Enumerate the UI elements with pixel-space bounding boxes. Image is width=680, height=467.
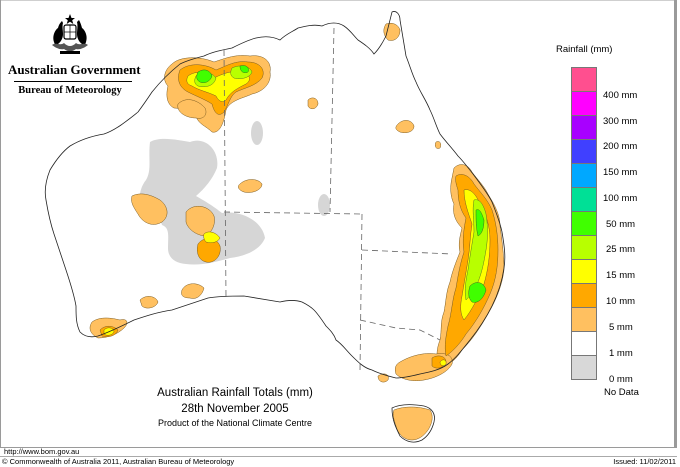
legend-label: 100 mm bbox=[603, 193, 638, 204]
legend-label: 1 mm bbox=[609, 348, 633, 359]
legend-label: 25 mm bbox=[606, 244, 636, 255]
australia-rainfall-map bbox=[44, 11, 506, 443]
rainfall-1-5mm bbox=[89, 23, 505, 441]
map-title: Australian Rainfall Totals (mm) bbox=[157, 387, 313, 399]
legend-swatch-15-25 bbox=[571, 235, 597, 260]
legend-swatch-300-400 bbox=[571, 91, 597, 116]
legend-swatch-1-5 bbox=[571, 307, 597, 332]
footer-divider bbox=[0, 456, 677, 457]
legend-swatch-0-1 bbox=[571, 331, 597, 356]
legend-swatch-no-data bbox=[571, 355, 597, 380]
legend-label: 0 mm bbox=[609, 374, 633, 385]
frame-left-border bbox=[0, 0, 1, 448]
map-product: Product of the National Climate Centre bbox=[157, 418, 313, 428]
government-logo: Australian Government Bureau of Meteorol… bbox=[8, 8, 141, 98]
legend-label: 5 mm bbox=[609, 322, 633, 333]
legend-swatch-10-15 bbox=[571, 259, 597, 284]
rainfall-15-25mm bbox=[194, 65, 488, 301]
legend-label: 400 mm bbox=[603, 90, 638, 101]
map-title-block: Australian Rainfall Totals (mm) 28th Nov… bbox=[140, 385, 330, 430]
legend-label: 300 mm bbox=[603, 116, 638, 127]
legend-label: 10 mm bbox=[606, 296, 636, 307]
state-borders bbox=[223, 27, 453, 371]
frame-top-border bbox=[0, 0, 677, 1]
legend-no-data-label: No Data bbox=[604, 387, 639, 398]
legend-swatch-200-300 bbox=[571, 115, 597, 140]
legend-label: 15 mm bbox=[606, 270, 636, 281]
legend-label: 200 mm bbox=[603, 141, 638, 152]
legend-title: Rainfall (mm) bbox=[556, 44, 613, 55]
issued-date: Issued: 11/02/2011 bbox=[613, 457, 676, 466]
agency-name: Australian Government bbox=[8, 62, 141, 77]
tasmania-coastline bbox=[391, 404, 435, 443]
bureau-name: Bureau of Meteorology bbox=[18, 85, 122, 96]
rainfall-legend bbox=[571, 67, 597, 380]
copyright-notice: © Commonwealth of Australia 2011, Austra… bbox=[2, 457, 235, 466]
legend-swatch-above-400 bbox=[571, 67, 597, 92]
legend-swatch-25-50 bbox=[571, 211, 597, 236]
legend-swatch-150-200 bbox=[571, 139, 597, 164]
legend-swatch-5-10 bbox=[571, 283, 597, 308]
logo-divider bbox=[14, 81, 132, 82]
legend-label: 150 mm bbox=[603, 167, 638, 178]
map-date: 28th November 2005 bbox=[181, 403, 289, 415]
commonwealth-coat-of-arms-icon bbox=[52, 14, 88, 54]
map-frame bbox=[0, 0, 677, 448]
legend-swatch-50-100 bbox=[571, 187, 597, 212]
legend-label: 50 mm bbox=[606, 219, 636, 230]
rainfall-25-50mm bbox=[196, 65, 487, 303]
bom-url-link[interactable]: http://www.bom.gov.au bbox=[4, 447, 80, 456]
no-data-regions bbox=[139, 121, 330, 265]
legend-swatch-100-150 bbox=[571, 163, 597, 188]
australia-coastline bbox=[44, 11, 506, 379]
